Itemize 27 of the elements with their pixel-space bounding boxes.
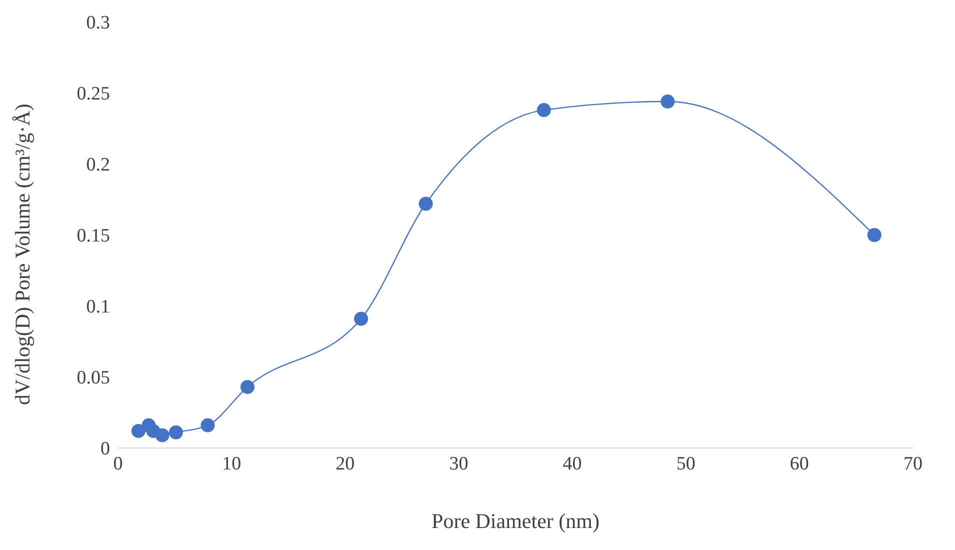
y-tick-label: 0 [100, 438, 110, 460]
y-tick-label: 0.3 [86, 12, 110, 34]
y-tick-label: 0.2 [86, 154, 110, 176]
y-tick-label: 0.1 [86, 296, 110, 318]
point [536, 103, 551, 118]
y-axis-title: dV/dlog(D) Pore Volume (cm³/g·Å) [10, 104, 34, 405]
point [200, 418, 215, 432]
x-tick-label: 20 [336, 453, 355, 474]
point [867, 228, 882, 242]
point [660, 94, 675, 109]
x-tick-label: 30 [449, 453, 468, 474]
x-tick-label: 40 [562, 453, 582, 474]
point [240, 380, 254, 394]
y-tick-label: 0.25 [76, 84, 110, 105]
point [418, 196, 433, 211]
y-tick-label: 0.15 [76, 226, 110, 247]
x-tick-label: 50 [676, 453, 696, 474]
x-axis-title: Pore Diameter (nm) [432, 509, 600, 533]
x-tick-label: 70 [904, 453, 922, 474]
x-tick-label: 10 [222, 453, 242, 474]
x-tick-label: 0 [113, 453, 123, 474]
point [354, 312, 368, 326]
point [155, 428, 170, 442]
point [168, 425, 183, 440]
x-tick-label: 60 [790, 453, 809, 474]
y-tick-label: 0.05 [76, 368, 110, 389]
point [131, 424, 146, 438]
